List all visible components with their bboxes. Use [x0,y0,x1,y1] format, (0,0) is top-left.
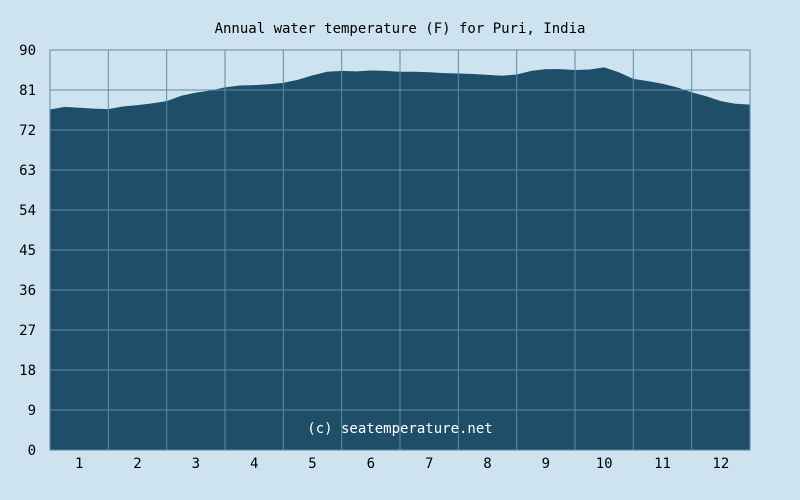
y-tick-label: 27 [19,323,36,339]
x-tick-label: 9 [542,456,550,472]
x-axis-ticks: 1 2 3 4 5 6 7 8 9 10 11 12 [75,456,729,472]
x-tick-label: 5 [308,456,316,472]
y-tick-label: 9 [28,403,36,419]
y-axis-ticks: 0 9 18 27 36 45 54 63 72 81 90 [19,43,36,459]
plot-frame [49,49,751,451]
y-tick-label: 63 [19,163,36,179]
watermark-text: (c) seatemperature.net [307,421,492,437]
y-tick-label: 81 [19,83,36,99]
x-tick-label: 6 [367,456,375,472]
plot-area [49,49,751,451]
y-tick-label: 72 [19,123,36,139]
y-tick-label: 0 [28,443,36,459]
x-tick-label: 12 [712,456,729,472]
y-tick-label: 36 [19,283,36,299]
y-tick-label: 90 [19,43,36,59]
y-tick-label: 18 [19,363,36,379]
x-tick-label: 10 [596,456,613,472]
y-tick-label: 45 [19,243,36,259]
chart-title: Annual water temperature (F) for Puri, I… [215,21,586,37]
x-tick-label: 2 [133,456,141,472]
x-tick-label: 8 [483,456,491,472]
x-tick-label: 11 [654,456,671,472]
x-tick-label: 4 [250,456,258,472]
y-tick-label: 54 [19,203,36,219]
x-tick-label: 7 [425,456,433,472]
x-tick-label: 3 [192,456,200,472]
x-tick-label: 1 [75,456,83,472]
